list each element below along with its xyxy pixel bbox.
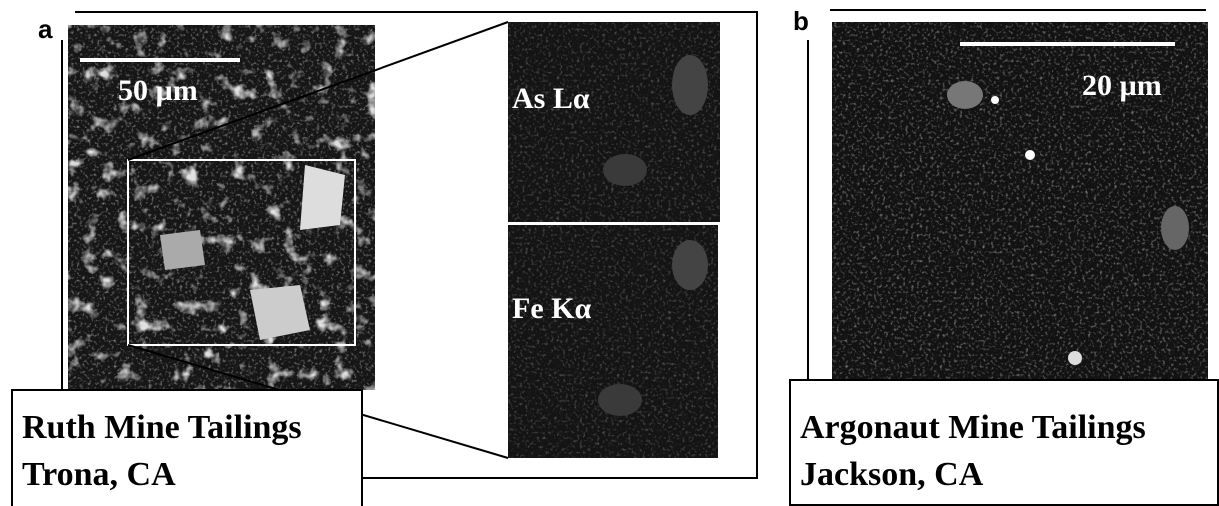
sem-image: 50 µm <box>68 25 375 390</box>
caption-box <box>11 389 363 506</box>
scale-label: 50 µm <box>118 74 198 107</box>
caption-box <box>789 379 1219 506</box>
element-map: Fe Kα <box>508 225 718 458</box>
sem-image: 20 µm <box>832 22 1208 385</box>
element-map: As Lα <box>508 22 720 222</box>
scale-label: 20 µm <box>1082 69 1162 102</box>
panel-frame <box>75 11 758 479</box>
map-label: As Lα <box>512 82 590 115</box>
panel-a <box>61 11 758 479</box>
panel-label: b <box>793 6 809 36</box>
zoom-line <box>127 21 509 161</box>
caption-line: Ruth Mine Tailings <box>22 409 302 446</box>
caption-line: Trona, CA <box>22 456 176 493</box>
map-label: Fe Kα <box>512 292 591 325</box>
caption-line: Argonaut Mine Tailings <box>800 409 1146 446</box>
inset-box <box>127 159 356 346</box>
panel-b <box>807 9 1206 390</box>
panel-label: a <box>38 14 53 44</box>
caption-line: Jackson, CA <box>800 456 984 493</box>
